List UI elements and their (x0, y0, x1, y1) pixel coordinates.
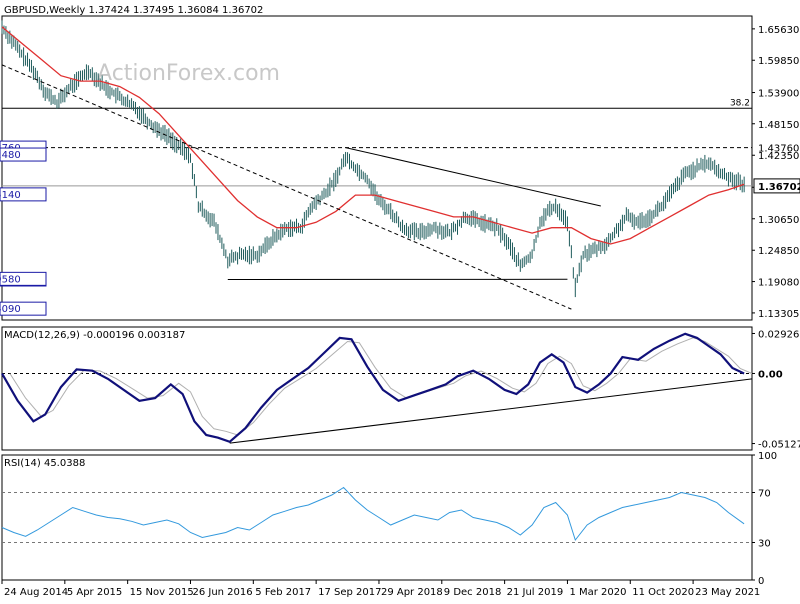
price-annotation-5: 1.14090 (0, 302, 46, 315)
price-annotation-2: 1.35140 (0, 188, 46, 201)
macd-panel-frame (2, 327, 752, 450)
rsi-panel-frame (2, 455, 752, 580)
annotation-label: 1.42480 (0, 150, 21, 161)
macd-y-tick-label: 0.00 (758, 369, 783, 380)
macd-y-tick-label: 0.029261 (758, 329, 800, 340)
price-annotation-4: 1.19580 (0, 272, 46, 285)
annotation-label: 1.19580 (0, 274, 21, 285)
fib-level-label: 38.2 (730, 98, 750, 108)
price-y-tick-label: 1.53900 (758, 89, 799, 100)
x-tick-label: 5 Feb 2017 (255, 587, 311, 598)
x-tick-label: 21 Jul 2019 (507, 587, 564, 598)
price-y-tick-label: 1.59850 (758, 56, 799, 67)
rsi-y-tick-label: 70 (758, 489, 771, 500)
rsi-y-tick-label: 0 (758, 576, 764, 587)
rsi-panel-title: RSI(14) 45.0388 (4, 458, 85, 469)
current-price-label: 1.36702 (758, 182, 800, 193)
price-annotation-1: 1.42480 (0, 148, 46, 161)
x-tick-label: 5 Apr 2015 (67, 587, 122, 598)
price-y-tick-label: 1.19080 (758, 278, 799, 289)
price-y-tick-label: 1.30650 (758, 215, 799, 226)
macd-y-tick-label: -0.051279 (758, 440, 800, 451)
rsi-y-tick-label: 100 (758, 451, 777, 462)
x-tick-label: 15 Nov 2015 (130, 587, 194, 598)
price-y-tick-label: 1.24850 (758, 246, 799, 257)
price-y-tick-label: 1.48150 (758, 120, 799, 131)
annotation-label: 1.35140 (0, 190, 21, 201)
x-tick-label: 1 Mar 2020 (569, 587, 626, 598)
watermark-text: ActionForex.com (97, 61, 280, 86)
price-panel-title: GBPUSD,Weekly 1.37424 1.37495 1.36084 1.… (4, 5, 263, 16)
macd-panel-title: MACD(12,26,9) -0.000196 0.003187 (4, 330, 185, 341)
x-tick-label: 29 Apr 2018 (381, 587, 443, 598)
x-tick-label: 11 Oct 2020 (632, 587, 694, 598)
rsi-y-tick-label: 30 (758, 539, 771, 550)
x-tick-label: 17 Sep 2017 (318, 587, 381, 598)
price-y-tick-label: 1.65630 (758, 25, 799, 36)
x-tick-label: 9 Dec 2018 (444, 587, 502, 598)
dashed-level-label: 1.43760 (758, 144, 799, 155)
annotation-label: 1.14090 (0, 304, 21, 315)
x-tick-label: 26 Jun 2016 (192, 587, 252, 598)
x-tick-label: 24 Aug 2014 (4, 587, 68, 598)
price-y-tick-label: 1.13305 (758, 309, 799, 320)
x-tick-label: 23 May 2021 (695, 587, 760, 598)
